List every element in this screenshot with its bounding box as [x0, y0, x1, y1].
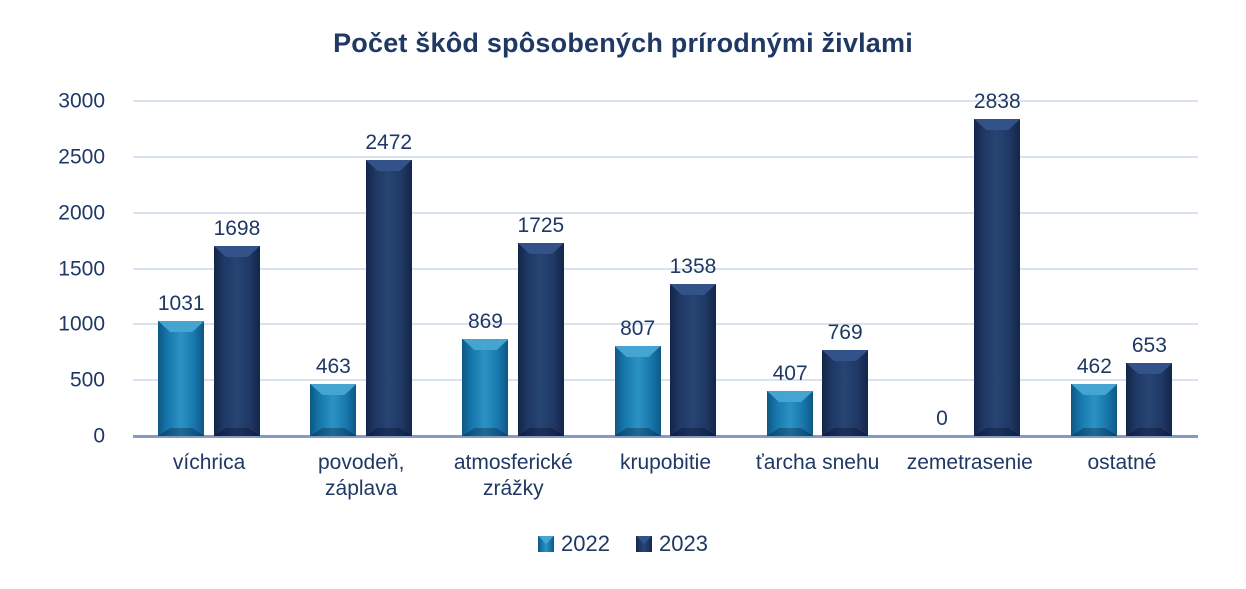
bar-2023 [213, 246, 260, 436]
category-label: atmosferické zrážky [453, 451, 573, 501]
bar-cell-2022: 462 [1071, 101, 1118, 436]
bar-cell-2022: 407 [767, 101, 814, 436]
legend-label-2022: 2022 [561, 530, 610, 556]
gridline [133, 211, 1198, 214]
bar-value-label: 769 [827, 321, 863, 344]
y-axis-tick-label: 500 [69, 368, 105, 392]
bar-2023 [365, 160, 412, 436]
bar-cell-2022: 0 [919, 101, 965, 436]
bar-cell-2022: 869 [462, 101, 509, 436]
gridline [133, 379, 1198, 382]
plot-region: 0 500 1000 1500 2000 2500 3000 1031 1698 463 2472… [0, 91, 1198, 447]
gridline [133, 100, 1198, 102]
bar-2023 [669, 284, 716, 436]
y-axis-tick-label: 1500 [58, 257, 105, 280]
bar-2022 [158, 321, 205, 436]
y-axis-tick-label: 1000 [58, 312, 105, 336]
bar-2023 [517, 243, 564, 436]
category-label: zemetrasenie [906, 451, 1033, 474]
bar-2023 [974, 119, 1021, 436]
bar-2023 [1126, 363, 1173, 436]
legend-swatch-2022 [538, 535, 555, 552]
gridline [133, 323, 1198, 326]
gridline [133, 267, 1198, 270]
category-label: povodeň, záplava [318, 451, 405, 501]
bar-value-label: 1725 [517, 214, 565, 237]
bar-value-label: 0 [936, 407, 948, 430]
y-axis-tick-label: 2500 [58, 145, 105, 169]
bar-value-label: 807 [620, 317, 656, 340]
bar-cell-2023: 1698 [213, 101, 261, 436]
bar-value-label: 869 [467, 310, 503, 333]
bar-value-label: 463 [315, 355, 351, 378]
bar-cell-2023: 2838 [974, 91, 1021, 436]
bar-groups: 1031 1698 463 2472 869 1725 807 1358 407 769 0 2838… [133, 91, 1198, 436]
bar-2022 [310, 384, 357, 436]
bar-cell-2022: 463 [310, 101, 357, 436]
bar-cell-2023: 2472 [365, 101, 412, 436]
legend-item-2022: 2022 [538, 530, 610, 556]
bar-value-label: 1031 [157, 292, 205, 315]
bar-cell-2023: 769 [822, 101, 869, 436]
legend-swatch-2023 [636, 535, 652, 552]
bar-value-label: 653 [1131, 334, 1167, 357]
legend: 2022 2023 [0, 530, 1246, 556]
bar-2023 [822, 350, 869, 436]
y-axis: 0 500 1000 1500 2000 2500 3000 [0, 91, 133, 447]
bar-2022 [614, 346, 661, 436]
chart-title: Počet škôd spôsobených prírodnými živlam… [333, 28, 913, 58]
bar-2022 [462, 339, 509, 436]
bar-value-label: 1698 [213, 217, 261, 240]
plot-area: 1031 1698 463 2472 869 1725 807 1358 407 769 0 2838… [133, 91, 1198, 438]
category-group: 1031 1698 [133, 101, 285, 436]
bar-value-label: 407 [772, 362, 808, 385]
category-group: 807 1358 [589, 101, 741, 436]
legend-label-2023: 2023 [659, 530, 708, 556]
category-label: ostatné [1087, 451, 1157, 474]
category-group: 462 653 [1046, 101, 1198, 436]
bar-value-label: 2472 [365, 131, 413, 154]
gridline [133, 155, 1198, 158]
y-axis-tick-label: 3000 [58, 89, 105, 113]
x-axis: víchrica povodeň, záplava atmosferické zrá… [133, 450, 1198, 503]
bar-2022 [767, 391, 814, 436]
category-label: krupobitie [619, 451, 712, 474]
category-group: 463 2472 [285, 101, 437, 436]
legend-item-2023: 2023 [636, 530, 708, 556]
y-axis-tick-label: 0 [93, 424, 105, 448]
category-group: 869 1725 [437, 101, 589, 436]
category-label: ťarcha snehu [755, 451, 880, 474]
bar-cell-2022: 1031 [158, 101, 205, 436]
bar-cell-2022: 807 [614, 101, 661, 436]
category-group: 0 2838 [894, 91, 1046, 436]
bar-cell-2023: 1725 [517, 101, 564, 436]
bar-value-label: 462 [1076, 355, 1112, 378]
category-label: víchrica [172, 451, 246, 474]
y-axis-tick-label: 2000 [58, 201, 105, 225]
bar-cell-2023: 653 [1126, 101, 1173, 436]
bar-cell-2023: 1358 [669, 101, 717, 436]
bar-value-label: 2838 [973, 90, 1021, 113]
bar-2022 [1071, 384, 1118, 436]
category-group: 407 769 [742, 101, 894, 436]
x-axis-line [133, 435, 1198, 438]
bar-value-label: 1358 [669, 255, 717, 278]
